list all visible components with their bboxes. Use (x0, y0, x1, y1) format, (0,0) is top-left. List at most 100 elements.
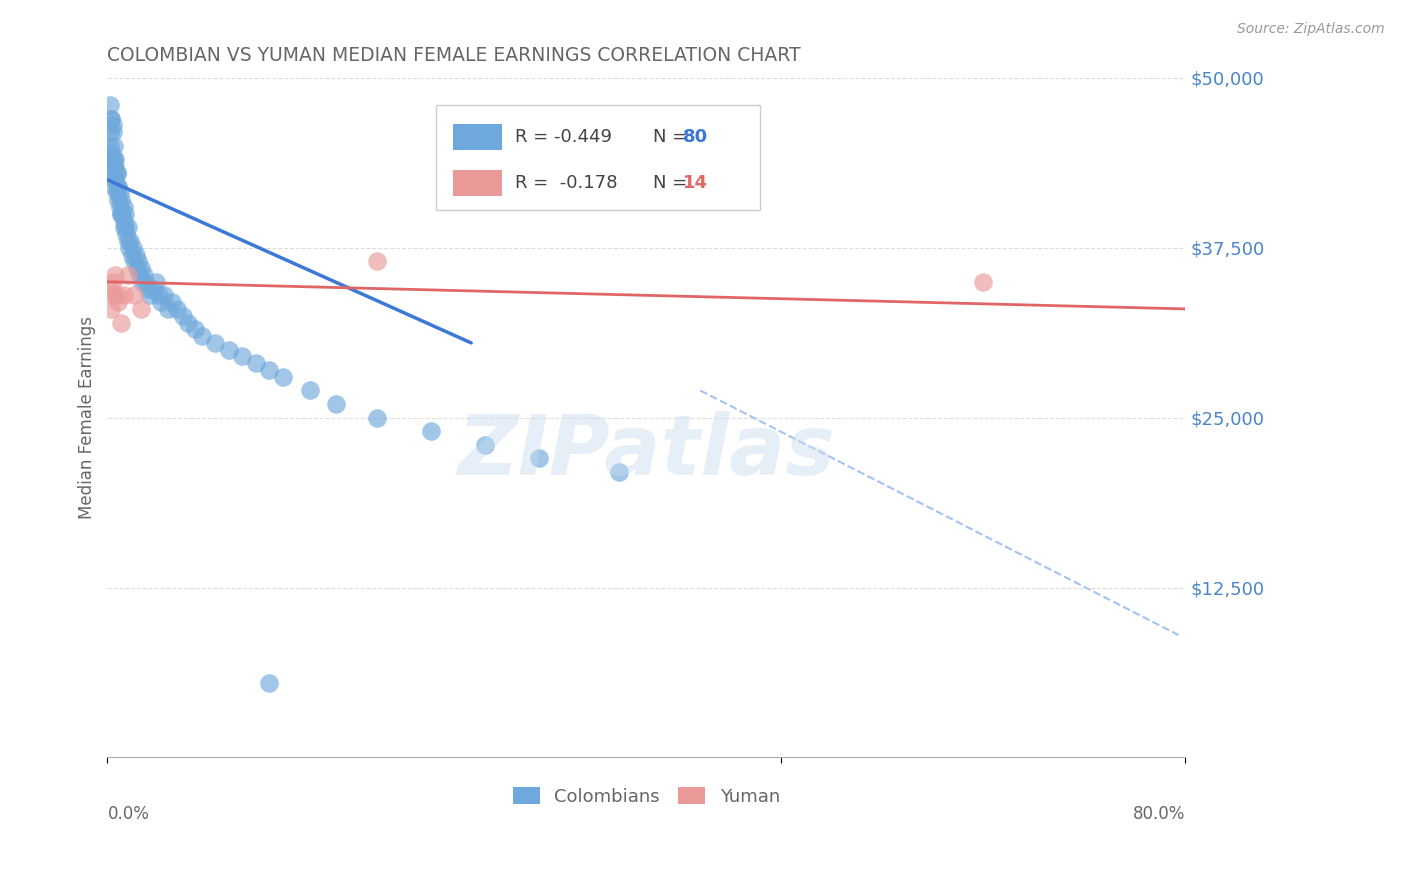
Point (110, 207, 132, 221)
Point (105, 288, 128, 302)
Point (366, 410, 388, 425)
Point (110, 316, 132, 330)
Point (218, 343, 240, 357)
Point (104, 153, 127, 167)
Text: ZIPatlas: ZIPatlas (457, 411, 835, 492)
Point (139, 288, 162, 302)
Point (101, 119, 124, 133)
Point (107, 295, 129, 310)
Point (129, 261, 152, 276)
Point (101, 125, 124, 139)
Point (100, 145, 122, 160)
Point (100, 112, 122, 126)
FancyBboxPatch shape (436, 105, 759, 211)
Point (100, 112, 122, 126)
Point (131, 275, 153, 289)
Point (107, 179, 129, 194)
Point (112, 220, 135, 235)
Point (148, 288, 170, 302)
Point (156, 301, 179, 316)
Point (136, 281, 159, 295)
Point (153, 288, 176, 302)
Point (145, 275, 167, 289)
Point (107, 193, 129, 207)
Point (107, 179, 129, 194)
Text: COLOMBIAN VS YUMAN MEDIAN FEMALE EARNINGS CORRELATION CHART: COLOMBIAN VS YUMAN MEDIAN FEMALE EARNING… (107, 46, 801, 65)
Point (110, 207, 132, 221)
Point (105, 186, 128, 201)
Point (124, 288, 146, 302)
Point (100, 166, 122, 180)
Text: Source: ZipAtlas.com: Source: ZipAtlas.com (1237, 22, 1385, 37)
Point (112, 200, 135, 214)
Point (103, 288, 125, 302)
Point (325, 397, 347, 411)
Y-axis label: Median Female Earnings: Median Female Earnings (79, 316, 96, 519)
Point (97, 153, 120, 167)
FancyBboxPatch shape (453, 170, 502, 196)
Point (177, 316, 200, 330)
Point (103, 166, 125, 180)
Point (172, 309, 194, 323)
Point (108, 200, 131, 214)
Legend: Colombians, Yuman: Colombians, Yuman (506, 780, 787, 813)
Text: 80: 80 (683, 128, 709, 146)
Point (98, 98, 121, 112)
Point (231, 350, 253, 364)
Point (112, 213, 135, 227)
Point (245, 356, 267, 370)
Point (117, 268, 139, 282)
Point (101, 153, 124, 167)
Point (972, 275, 994, 289)
Point (419, 424, 441, 438)
Point (366, 254, 388, 268)
Text: 14: 14 (683, 174, 709, 192)
Point (298, 384, 321, 398)
Point (124, 247, 146, 261)
Point (103, 138, 125, 153)
Text: R =  -0.178: R = -0.178 (515, 174, 617, 192)
Point (104, 173, 127, 187)
Point (184, 322, 207, 336)
Point (111, 207, 134, 221)
Point (609, 465, 631, 479)
Point (257, 363, 280, 377)
Point (129, 301, 152, 316)
Point (117, 220, 139, 235)
Point (121, 247, 143, 261)
Text: 0.0%: 0.0% (107, 805, 149, 823)
Point (108, 186, 131, 201)
Point (105, 166, 128, 180)
Text: R = -0.449: R = -0.449 (515, 128, 612, 146)
Point (114, 207, 136, 221)
Point (160, 295, 183, 310)
Point (117, 234, 139, 248)
Point (125, 261, 148, 276)
Point (122, 241, 145, 255)
Point (150, 295, 173, 310)
Text: 80.0%: 80.0% (1133, 805, 1185, 823)
Point (120, 234, 142, 248)
Point (101, 275, 124, 289)
Point (110, 193, 132, 207)
Point (204, 335, 226, 350)
Point (98, 281, 121, 295)
Point (103, 153, 125, 167)
Point (527, 451, 550, 466)
Text: N =: N = (652, 128, 693, 146)
Point (124, 254, 146, 268)
Point (103, 179, 125, 194)
Point (101, 159, 124, 173)
Point (127, 254, 149, 268)
Point (100, 301, 122, 316)
Point (114, 220, 136, 235)
Point (142, 281, 165, 295)
Point (105, 166, 128, 180)
Point (190, 329, 212, 343)
Text: N =: N = (652, 174, 693, 192)
Point (134, 275, 156, 289)
Point (104, 268, 127, 282)
Point (271, 370, 294, 384)
Point (115, 227, 138, 242)
Point (98, 125, 121, 139)
